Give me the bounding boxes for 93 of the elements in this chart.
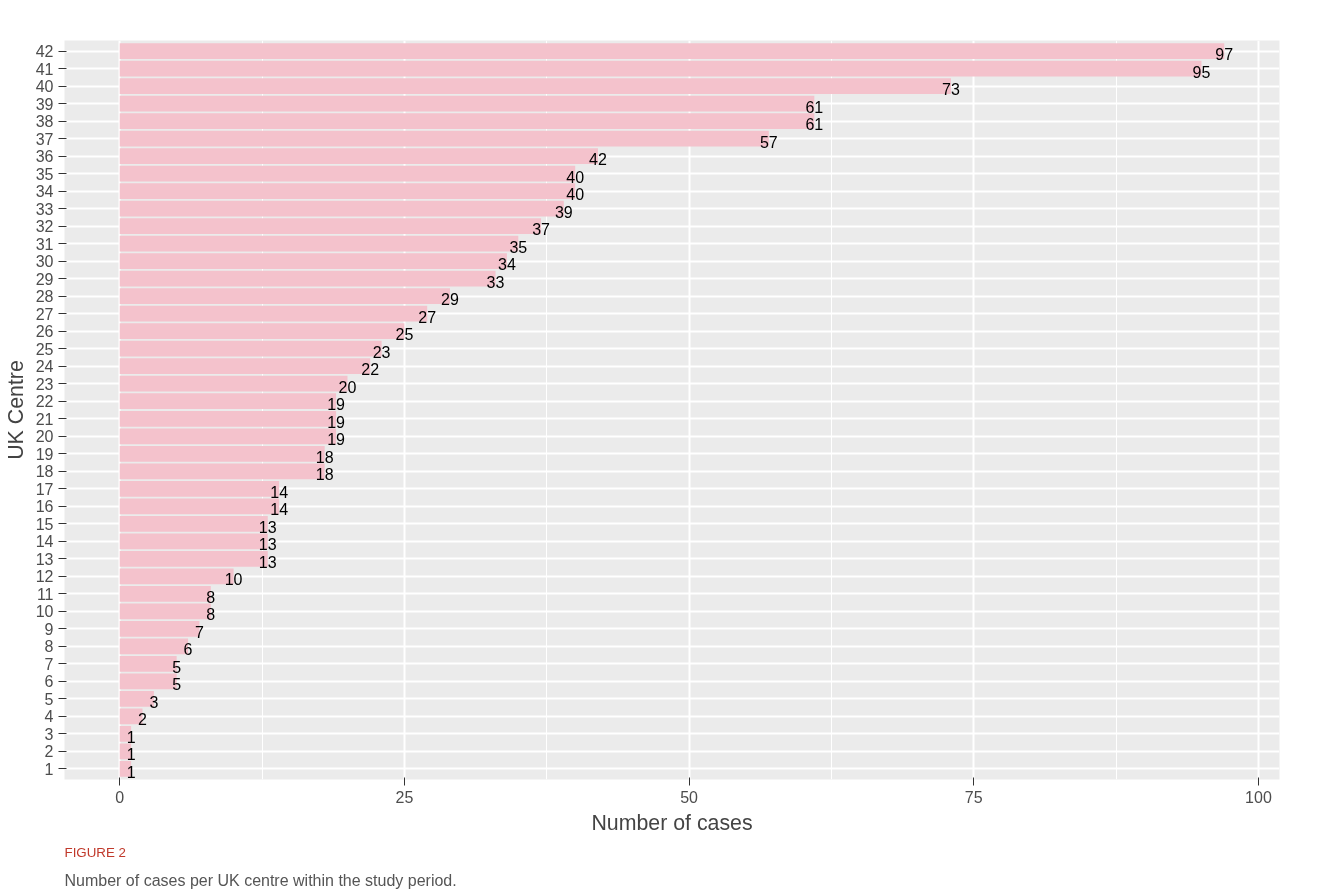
- data-label: 61: [805, 98, 824, 116]
- y-tick-label: 35: [35, 165, 54, 183]
- data-label: 8: [206, 588, 216, 606]
- data-label: 1: [126, 746, 136, 764]
- data-label: 6: [183, 641, 193, 659]
- y-tick-label: 2: [44, 743, 54, 761]
- data-label: 95: [1192, 63, 1211, 81]
- y-tick-label: 37: [35, 130, 54, 148]
- data-label: 5: [172, 658, 182, 676]
- y-tick-label: 8: [44, 638, 54, 656]
- y-tick-label: 9: [44, 620, 54, 638]
- data-label: 18: [315, 448, 334, 466]
- y-tick-label: 21: [35, 410, 54, 428]
- y-tick-label: 20: [35, 428, 54, 446]
- data-label: 39: [554, 203, 573, 221]
- data-label: 7: [194, 623, 204, 641]
- y-tick-label: 34: [35, 183, 54, 201]
- data-label: 73: [942, 81, 960, 99]
- y-tick-label: 25: [35, 340, 54, 358]
- y-tick-label: 22: [35, 393, 54, 411]
- data-label: 22: [361, 361, 380, 379]
- data-label: 20: [338, 378, 357, 396]
- y-tick-label: 17: [35, 480, 54, 498]
- caption: FIGURE 2: [64, 844, 126, 860]
- y-tick-label: 6: [44, 673, 54, 691]
- data-label: 57: [759, 133, 778, 151]
- data-label: 34: [497, 256, 516, 274]
- data-label: 19: [327, 431, 346, 449]
- y-tick-label: 32: [35, 218, 54, 236]
- text: Number of cases per UK centre within the study period.: [64, 871, 457, 889]
- x-tick-label: 0: [115, 788, 125, 806]
- data-label: 35: [509, 238, 528, 256]
- data-label: 29: [441, 291, 459, 309]
- y-tick-label: 14: [35, 533, 54, 551]
- y-tick-label: 24: [35, 358, 54, 376]
- y-tick-label: 33: [35, 200, 54, 218]
- y-tick-label: 39: [35, 95, 54, 113]
- y-tick-label: 4: [44, 708, 54, 726]
- y-tick-label: 41: [35, 60, 54, 78]
- y-tick-label: 15: [35, 515, 54, 533]
- data-label: 13: [258, 536, 277, 554]
- data-label: 19: [327, 413, 346, 431]
- y-tick-label: 42: [35, 43, 54, 61]
- data-label: 23: [372, 343, 391, 361]
- y-tick-label: 19: [35, 445, 54, 463]
- y-tick-label: 29: [35, 270, 54, 288]
- data-label: 14: [270, 483, 289, 501]
- data-label: 42: [589, 151, 607, 169]
- y-tick-label: 28: [35, 288, 54, 306]
- data-label: 8: [206, 606, 216, 624]
- data-label: 97: [1215, 46, 1234, 64]
- data-label: 3: [149, 693, 159, 711]
- y-tick-label: 13: [35, 550, 54, 568]
- data-label: 19: [327, 396, 346, 414]
- data-label: 13: [258, 553, 277, 571]
- data-label: 13: [258, 518, 277, 536]
- y-tick-label: 23: [35, 375, 54, 393]
- x-tick-label: 50: [680, 788, 699, 806]
- y-tick-label: 36: [35, 148, 54, 166]
- y-tick-label: 18: [35, 463, 54, 481]
- data-label: 2: [138, 711, 148, 729]
- data-label: 14: [270, 501, 289, 519]
- y-tick-label: 7: [44, 655, 54, 673]
- y-tick-label: 11: [36, 585, 54, 603]
- data-label: 18: [315, 466, 334, 484]
- data-label: 27: [418, 308, 437, 326]
- data-label: 1: [126, 763, 136, 781]
- y-tick-label: 31: [35, 235, 54, 253]
- x-tick-label: 100: [1245, 788, 1272, 806]
- y-tick-label: 10: [35, 603, 54, 621]
- x-tick-label: 25: [395, 788, 414, 806]
- y-tick-label: 1: [44, 760, 54, 778]
- data-label: 40: [566, 168, 585, 186]
- y-tick-label: 12: [35, 568, 54, 586]
- y-tick-label: 38: [35, 113, 54, 131]
- y-tick-label: 26: [35, 323, 54, 341]
- data-label: 61: [805, 116, 824, 134]
- data-label: 25: [395, 326, 414, 344]
- y-tick-label: 27: [35, 305, 54, 323]
- y-tick-label: 40: [35, 78, 54, 96]
- y-tick-label: 3: [44, 725, 54, 743]
- data-label: 37: [532, 221, 551, 239]
- y-tick-label: 30: [35, 253, 54, 271]
- x-axis-title: Number of cases: [591, 810, 753, 835]
- x-tick-label: 75: [964, 788, 983, 806]
- data-label: 5: [172, 676, 182, 694]
- data-label: 10: [224, 571, 243, 589]
- data-label: 40: [566, 186, 585, 204]
- y-tick-label: 16: [35, 498, 54, 516]
- data-label: 33: [486, 273, 505, 291]
- y-tick-label: 5: [44, 690, 54, 708]
- y-axis-title: UK Centre: [3, 360, 28, 460]
- data-label: 1: [126, 728, 136, 746]
